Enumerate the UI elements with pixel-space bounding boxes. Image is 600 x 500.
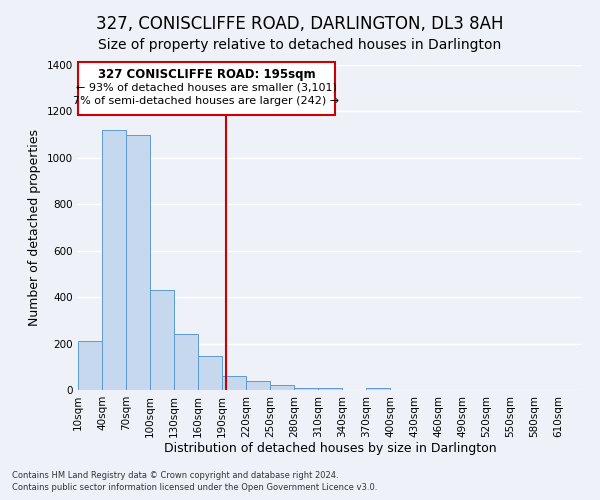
X-axis label: Distribution of detached houses by size in Darlington: Distribution of detached houses by size …: [164, 442, 496, 456]
FancyBboxPatch shape: [78, 62, 335, 116]
Bar: [294, 388, 318, 390]
Bar: [222, 376, 246, 390]
Text: Contains HM Land Registry data © Crown copyright and database right 2024.: Contains HM Land Registry data © Crown c…: [12, 471, 338, 480]
Text: 7% of semi-detached houses are larger (242) →: 7% of semi-detached houses are larger (2…: [73, 96, 340, 106]
Text: Size of property relative to detached houses in Darlington: Size of property relative to detached ho…: [98, 38, 502, 52]
Bar: [102, 130, 126, 390]
Text: ← 93% of detached houses are smaller (3,101): ← 93% of detached houses are smaller (3,…: [76, 83, 337, 93]
Text: Contains public sector information licensed under the Open Government Licence v3: Contains public sector information licen…: [12, 484, 377, 492]
Bar: [174, 334, 198, 390]
Bar: [78, 341, 102, 390]
Text: 327, CONISCLIFFE ROAD, DARLINGTON, DL3 8AH: 327, CONISCLIFFE ROAD, DARLINGTON, DL3 8…: [96, 15, 504, 33]
Bar: [246, 380, 270, 390]
Bar: [198, 356, 222, 390]
Bar: [366, 388, 390, 390]
Y-axis label: Number of detached properties: Number of detached properties: [28, 129, 41, 326]
Bar: [270, 386, 294, 390]
Bar: [150, 290, 174, 390]
Bar: [126, 134, 150, 390]
Bar: [318, 388, 342, 390]
Text: 327 CONISCLIFFE ROAD: 195sqm: 327 CONISCLIFFE ROAD: 195sqm: [98, 68, 316, 81]
